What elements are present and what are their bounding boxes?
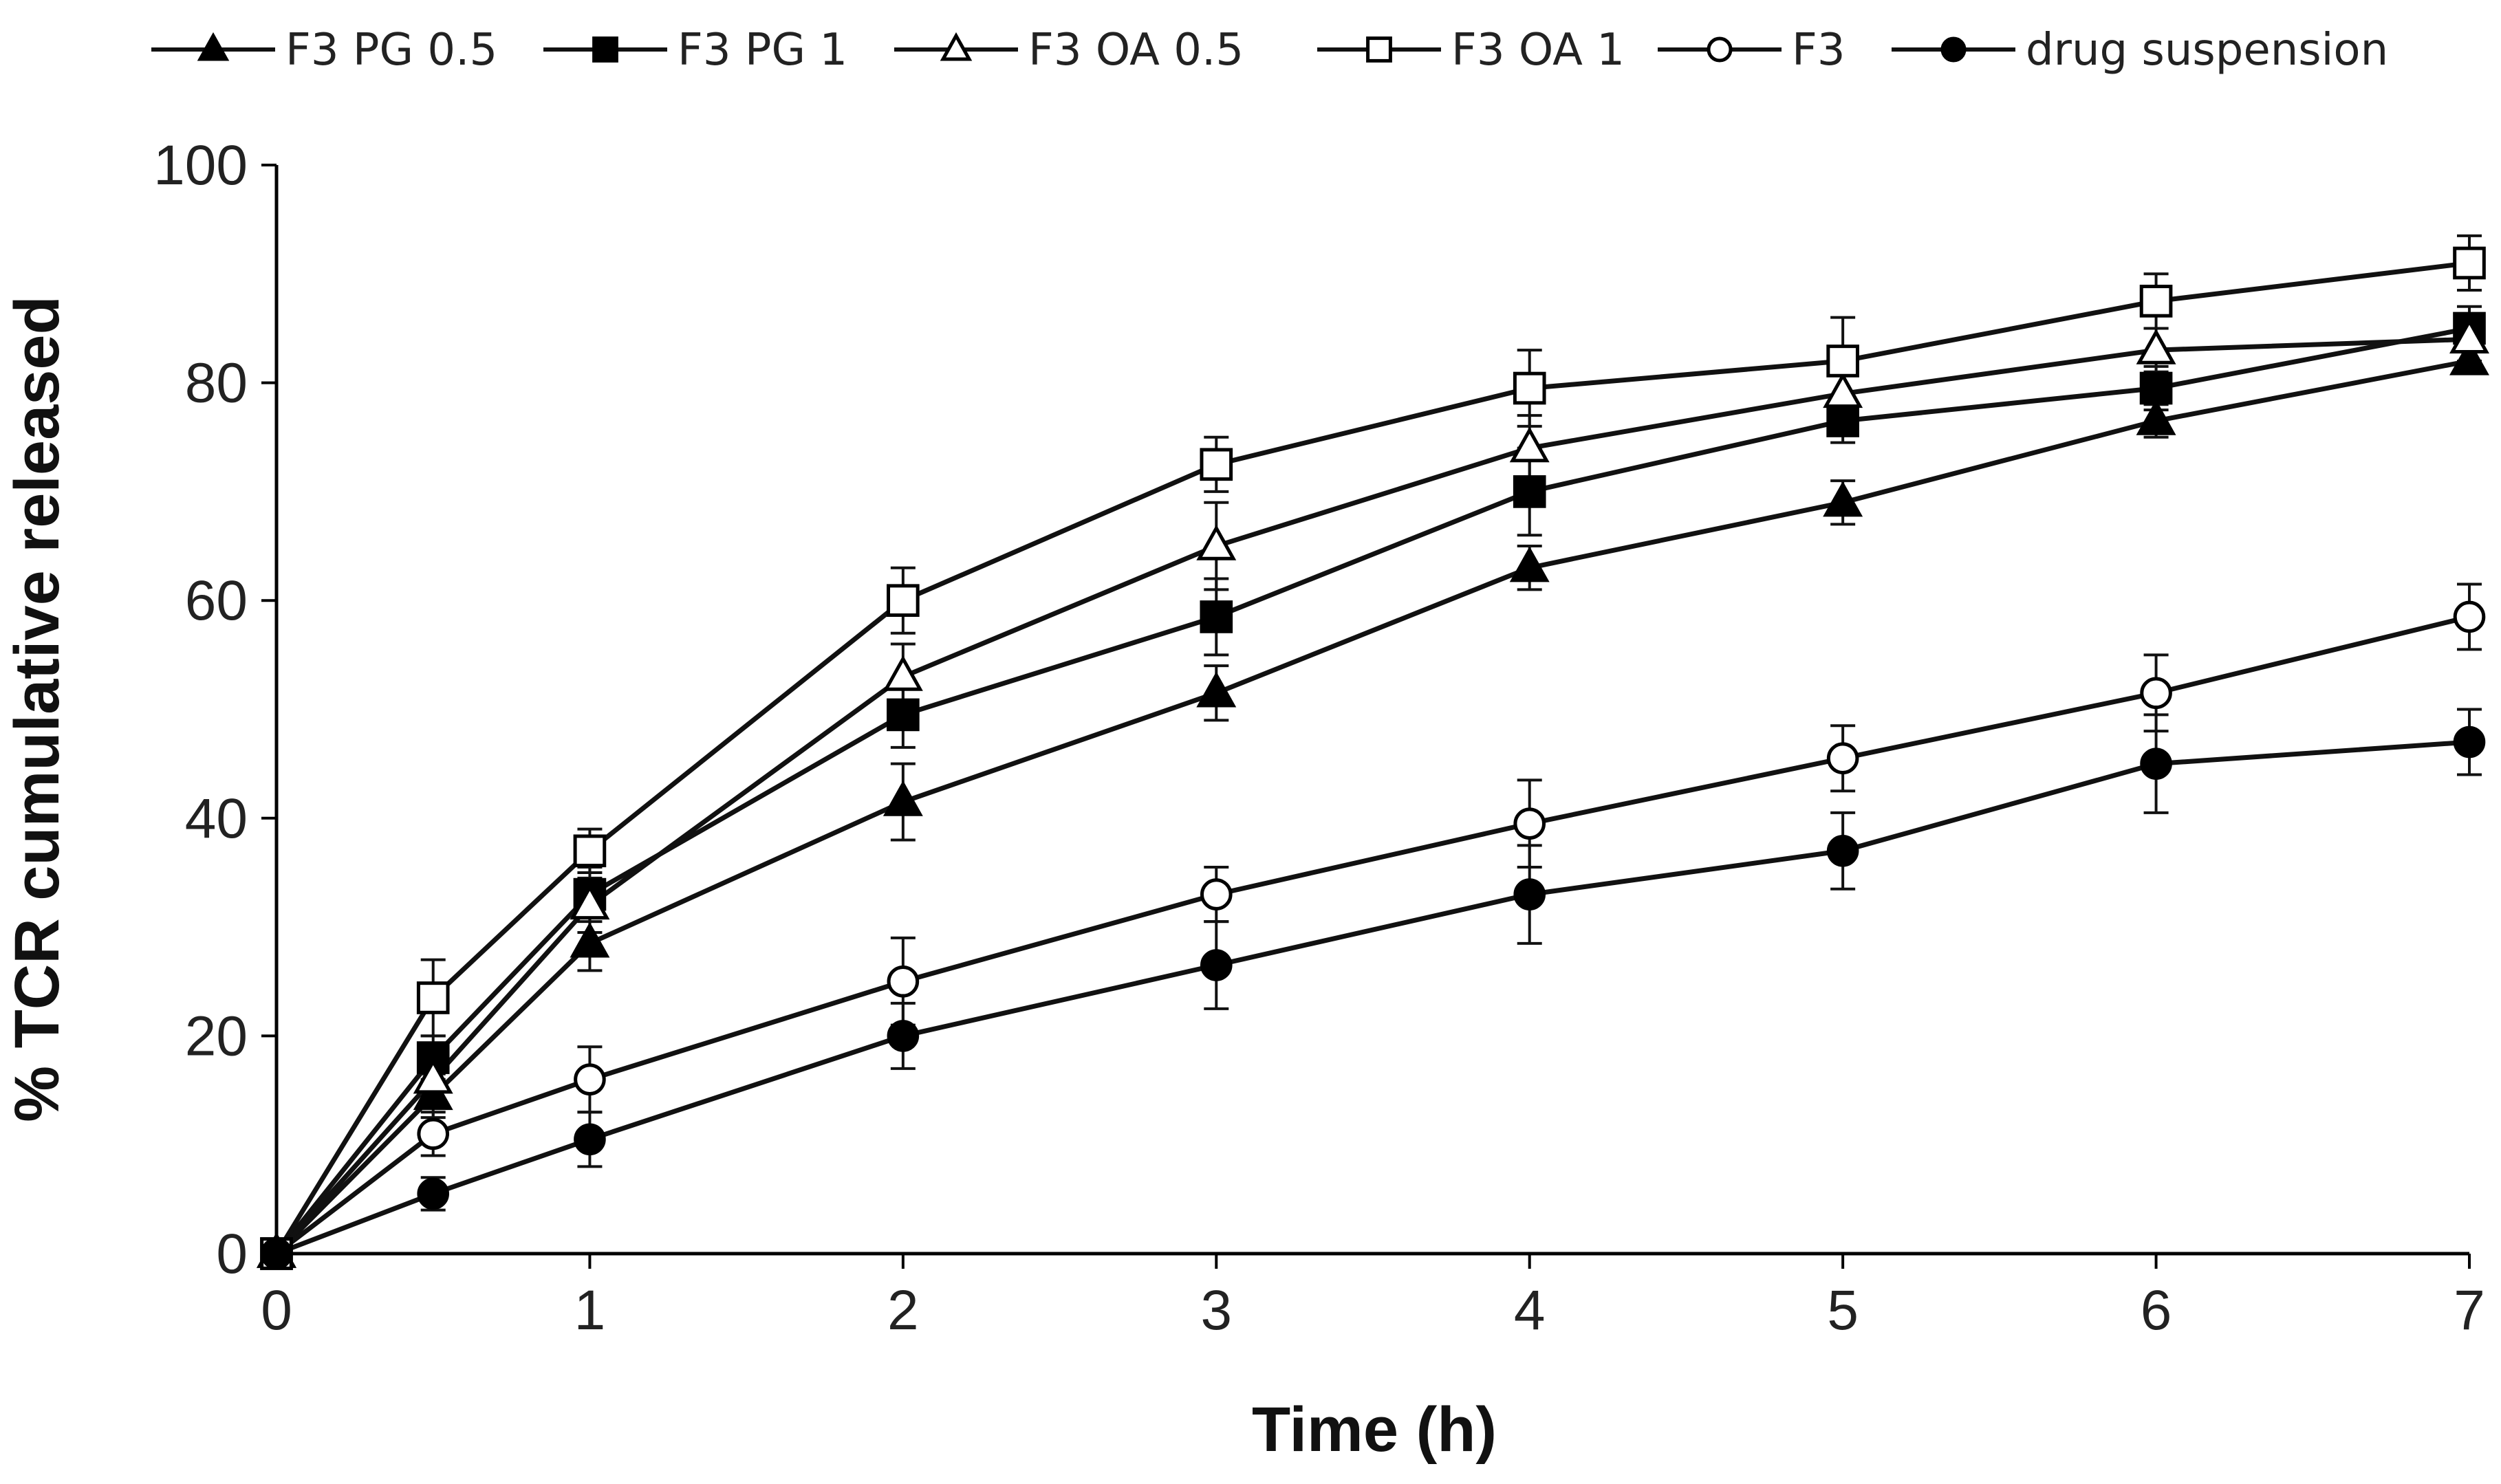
series-line-drug-suspension: [275, 739, 2470, 1256]
data-point-f3: [417, 1117, 450, 1150]
data-point-drug-suspension: [1200, 949, 1233, 981]
data-point-f3-oa-1: [2139, 285, 2173, 318]
y-tick-label: 80: [185, 352, 248, 415]
y-tick-label: 40: [185, 787, 248, 850]
series-lines: [274, 260, 2470, 1256]
ticks: 0 1 2 3 4 5 6 7 0 20 40 60 80 100: [153, 134, 2485, 1342]
data-point-drug-suspension: [574, 1123, 606, 1156]
data-point-f3-oa-1: [1826, 345, 1859, 378]
data-point-f3-pg-0-5: [1509, 546, 1550, 582]
x-tick-label: 2: [887, 1279, 919, 1342]
data-point-f3: [1200, 878, 1233, 910]
legend-marker-f3-pg-0-5: [197, 32, 230, 61]
data-point-f3-oa-1: [416, 981, 450, 1014]
series-line-f3-pg-1: [274, 326, 2470, 1256]
data-point-f3: [2453, 600, 2486, 633]
data-point-f3-pg-1: [1200, 600, 1233, 633]
series-line-f3-oa-1: [274, 260, 2470, 1255]
data-point-f3: [887, 965, 920, 998]
data-point-f3-oa-0-5: [883, 655, 923, 691]
data-point-drug-suspension: [260, 1237, 293, 1270]
y-tick-label: 60: [185, 569, 248, 632]
legend-label-drug-suspension: drug suspension: [2026, 25, 2388, 76]
data-point-f3-oa-0-5: [2449, 318, 2489, 353]
data-point-drug-suspension: [1826, 834, 1859, 867]
data-point-drug-suspension: [1513, 878, 1546, 910]
y-tick-label: 0: [216, 1223, 248, 1285]
series-markers: [257, 246, 2489, 1270]
legend-marker-f3: [1707, 36, 1733, 63]
data-point-f3-oa-1: [1513, 371, 1546, 405]
data-point-f3-oa-1: [887, 584, 920, 618]
data-point-f3-oa-1: [2453, 246, 2486, 280]
y-tick-label: 20: [185, 1005, 248, 1067]
y-tick-label: 100: [153, 134, 248, 197]
data-point-f3-pg-0-5: [570, 921, 610, 958]
legend-marker-f3-oa-1: [1366, 36, 1392, 63]
data-point-drug-suspension: [887, 1020, 920, 1052]
x-tick-label: 3: [1200, 1279, 1232, 1342]
series-line-f3-oa-0-5: [274, 336, 2470, 1256]
data-point-f3: [2140, 677, 2172, 710]
error-bars: [420, 234, 2482, 1212]
data-point-f3-oa-0-5: [1509, 426, 1550, 463]
data-point-f3: [1826, 742, 1859, 775]
x-tick-label: 6: [2141, 1279, 2172, 1342]
x-tick-label: 1: [574, 1279, 606, 1342]
data-point-f3-oa-0-5: [1196, 524, 1237, 560]
data-point-f3-oa-0-5: [570, 884, 610, 920]
data-point-f3-pg-0-5: [883, 780, 923, 816]
data-point-f3-pg-0-5: [1196, 671, 1237, 708]
data-point-f3-oa-0-5: [2136, 328, 2176, 364]
x-tick-label: 5: [1827, 1279, 1859, 1342]
legend-label-f3: F3: [1792, 25, 1845, 76]
data-point-f3-oa-0-5: [413, 1058, 453, 1094]
data-point-f3-pg-0-5: [2449, 339, 2489, 375]
legend-label-f3-pg-1: F3 PG 1: [678, 25, 847, 76]
data-point-f3-oa-1: [573, 834, 607, 868]
data-point-f3-pg-1: [2139, 371, 2173, 405]
x-tick-label: 0: [261, 1279, 292, 1342]
data-point-f3-pg-1: [887, 698, 920, 732]
legend-label-f3-oa-0-5: F3 OA 0.5: [1028, 25, 1244, 76]
axes: [274, 165, 2469, 1256]
data-point-drug-suspension: [2453, 725, 2486, 759]
data-point-f3-pg-1: [1513, 475, 1546, 508]
y-axis-title: % TCR cumulative released: [2, 296, 72, 1122]
data-point-f3-pg-0-5: [2136, 399, 2176, 435]
legend-marker-f3-oa-0-5: [940, 32, 973, 61]
data-point-f3: [574, 1063, 606, 1096]
data-point-f3-pg-1: [1826, 404, 1859, 437]
x-tick-label: 4: [1514, 1279, 1546, 1342]
x-axis-title: Time (h): [1252, 1395, 1497, 1465]
data-point-drug-suspension: [417, 1177, 450, 1210]
legend-marker-drug-suspension: [1940, 36, 1967, 63]
data-point-f3: [1513, 807, 1546, 840]
data-point-drug-suspension: [2140, 748, 2172, 780]
legend-label-f3-pg-0-5: F3 PG 0.5: [285, 25, 497, 76]
data-point-f3-oa-1: [1200, 448, 1233, 481]
data-point-f3-oa-0-5: [1823, 372, 1863, 408]
x-tick-label: 7: [2454, 1279, 2485, 1342]
legend-label-f3-oa-1: F3 OA 1: [1451, 25, 1625, 76]
legend-marker-f3-pg-1: [592, 36, 618, 63]
data-point-f3-pg-0-5: [1823, 481, 1863, 517]
legend: F3 PG 0.5 F3 PG 1 F3 OA 0.5 F3 OA 1 F3 drug s…: [151, 25, 2388, 76]
